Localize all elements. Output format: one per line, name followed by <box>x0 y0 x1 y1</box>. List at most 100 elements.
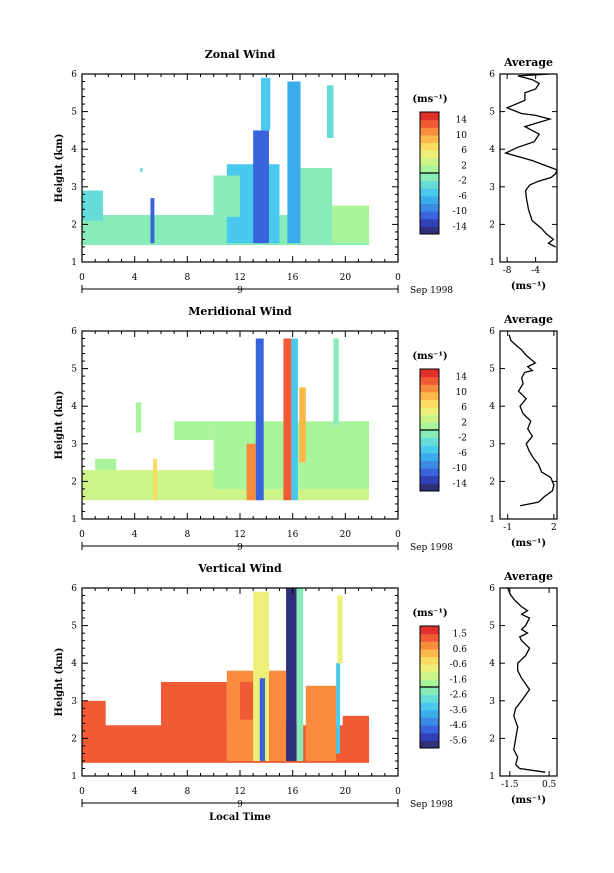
colorbar-swatch <box>420 399 439 408</box>
colorbar-label: -10 <box>453 207 468 217</box>
average-y-tick-label: 6 <box>489 584 495 594</box>
average-x-tick-label: -1.5 <box>501 780 519 790</box>
colorbar-label: -6 <box>458 192 467 202</box>
average-y-tick-label: 2 <box>489 477 495 487</box>
colorbar-title: (ms⁻¹) <box>412 94 447 105</box>
x-tick-label: 4 <box>132 787 138 797</box>
heatmap-cell <box>161 682 227 731</box>
colorbar-swatch <box>420 173 439 182</box>
y-tick-label: 3 <box>71 697 77 707</box>
x-tick-label: 16 <box>287 787 299 797</box>
y-tick-label: 2 <box>71 734 77 744</box>
y-axis-label: Height (km) <box>54 391 65 460</box>
average-y-tick-label: 4 <box>489 145 495 155</box>
y-axis-label: Height (km) <box>54 648 65 717</box>
average-x-tick-label: 2 <box>551 523 557 533</box>
heatmap-cell <box>333 338 339 425</box>
colorbar-label: -5.6 <box>450 736 468 746</box>
date-label: Sep 1998 <box>410 543 453 553</box>
heatmap-cell <box>174 421 214 441</box>
heatmap-cell <box>135 402 142 433</box>
day-label: 9 <box>237 543 243 553</box>
colorbar-swatch <box>420 391 439 400</box>
heatmap-cell <box>240 682 254 720</box>
heatmap-cell <box>253 130 269 244</box>
colorbar-label: -14 <box>453 222 468 232</box>
heatmap-cell <box>332 205 370 244</box>
colorbar-label: 1.5 <box>453 630 468 640</box>
x-tick-label: 20 <box>340 530 352 540</box>
colorbar-label: 14 <box>456 116 468 126</box>
average-x-tick-label: -4 <box>531 266 540 276</box>
colorbar-swatch <box>420 112 439 121</box>
average-profile-line <box>508 334 555 507</box>
average-title: Average <box>503 313 553 326</box>
colorbar-swatch <box>420 452 439 461</box>
heatmap-cell <box>255 338 264 501</box>
x-tick-label: 16 <box>287 273 299 283</box>
y-tick-label: 5 <box>71 622 77 632</box>
heatmap-cell <box>345 421 370 437</box>
colorbar-swatch <box>420 709 439 718</box>
y-tick-label: 1 <box>71 515 77 525</box>
average-y-tick-label: 2 <box>489 220 495 230</box>
average-x-tick-label: -8 <box>503 266 512 276</box>
colorbar-swatch <box>420 188 439 197</box>
x-tick-label: 0 <box>79 530 85 540</box>
x-tick-label: 4 <box>132 273 138 283</box>
heatmap-cell <box>336 663 341 754</box>
heatmap-cell <box>283 338 292 501</box>
colorbar-label: -10 <box>453 464 468 474</box>
colorbar-swatch <box>420 702 439 711</box>
y-tick-label: 2 <box>71 220 77 230</box>
y-tick-label: 6 <box>71 584 77 594</box>
colorbar-swatch <box>420 717 439 726</box>
average-title: Average <box>503 570 553 583</box>
colorbar-swatch <box>420 671 439 680</box>
average-y-tick-label: 4 <box>489 659 495 669</box>
colorbar-swatch <box>420 414 439 423</box>
average-y-tick-label: 5 <box>489 365 495 375</box>
heatmap-cell <box>342 715 370 761</box>
colorbar-swatch <box>420 437 439 446</box>
colorbar-swatch <box>420 460 439 469</box>
average-y-tick-label: 5 <box>489 622 495 632</box>
colorbar-title: (ms⁻¹) <box>412 351 447 362</box>
colorbar-label: 0.6 <box>453 645 468 655</box>
average-y-tick-label: 1 <box>489 258 495 268</box>
heatmap-cell <box>291 338 298 501</box>
heatmap-cell <box>95 458 117 471</box>
date-label: Sep 1998 <box>410 800 453 810</box>
heatmap-cell <box>213 175 240 217</box>
y-tick-label: 4 <box>71 402 77 412</box>
heatmap-cell <box>286 588 297 761</box>
colorbar-label: -2.6 <box>450 691 468 701</box>
x-tick-label: 8 <box>184 787 190 797</box>
average-x-label: (ms⁻¹) <box>511 795 546 806</box>
colorbar-swatch <box>420 384 439 393</box>
average-frame <box>499 73 558 263</box>
colorbar-swatch <box>420 740 439 749</box>
colorbar-swatch <box>420 725 439 734</box>
colorbar-swatch <box>420 626 439 635</box>
colorbar-swatch <box>420 648 439 657</box>
heatmap-cell <box>261 77 271 131</box>
panel-title: Vertical Wind <box>197 562 282 575</box>
y-tick-label: 4 <box>71 145 77 155</box>
average-x-tick-label: -1 <box>503 523 512 533</box>
colorbar-swatch <box>420 407 439 416</box>
average-y-tick-label: 3 <box>489 440 495 450</box>
x-tick-label: 0 <box>395 273 401 283</box>
heatmap-cell <box>337 595 343 664</box>
colorbar-swatch <box>420 445 439 454</box>
colorbar-swatch <box>420 142 439 151</box>
colorbar-swatch <box>420 641 439 650</box>
y-tick-label: 5 <box>71 365 77 375</box>
heatmap-cell <box>82 700 106 728</box>
colorbar-swatch <box>420 422 439 431</box>
day-label: 9 <box>237 800 243 810</box>
x-tick-label: 8 <box>184 530 190 540</box>
x-tick-label: 12 <box>234 787 245 797</box>
